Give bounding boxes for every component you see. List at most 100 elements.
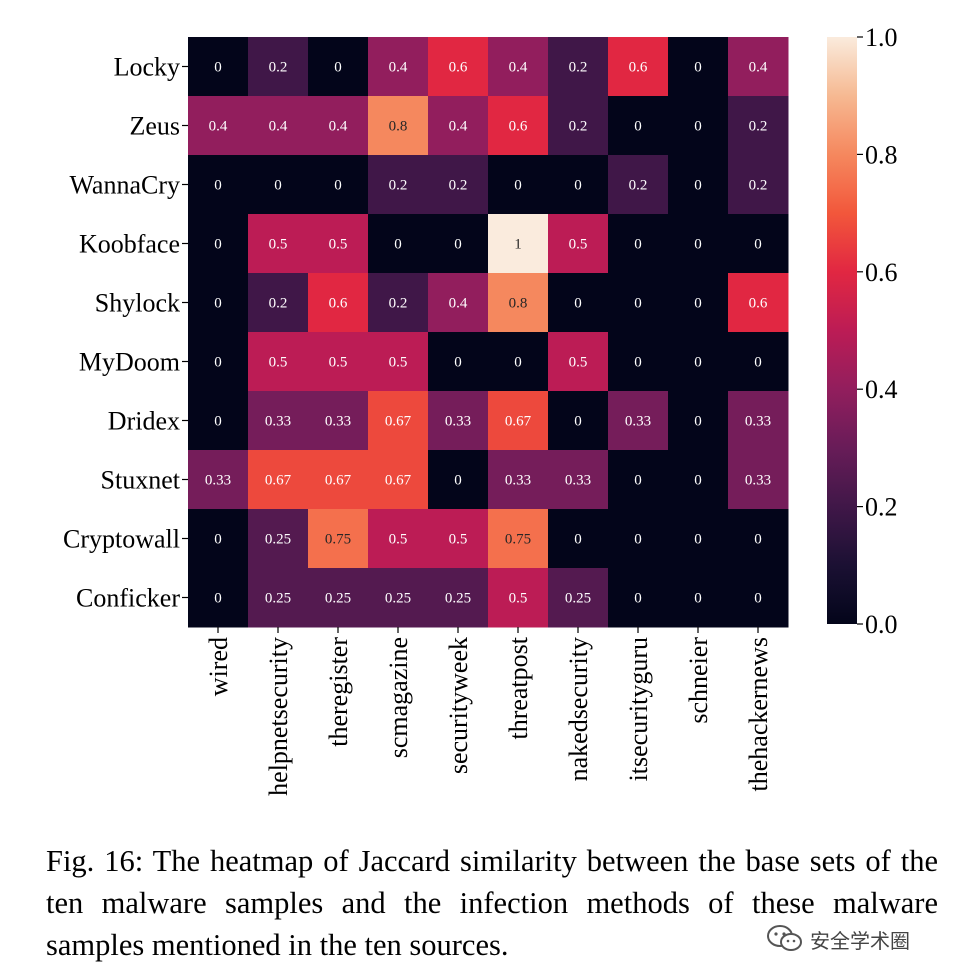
cell-value-label: 0.4 bbox=[509, 60, 528, 76]
heatmap-cell bbox=[248, 37, 309, 97]
heatmap-cell bbox=[668, 391, 729, 451]
cell-value-label: 0.33 bbox=[325, 414, 351, 430]
cell-value-label: 1 bbox=[514, 237, 522, 253]
heatmap-cell bbox=[428, 214, 489, 274]
heatmap-cells: 0 0.2 0 0.4 0.6 0.4 0.2 0.6 0 0.4 0.4 0.4 0.4 0.8 0.4 0… bbox=[188, 37, 789, 628]
heatmap-cell bbox=[368, 332, 429, 392]
heatmap-cell bbox=[548, 273, 609, 333]
heatmap-cell bbox=[188, 509, 249, 569]
cell-value-label: 0 bbox=[214, 178, 222, 194]
cell-value-label: 0 bbox=[574, 414, 582, 430]
heatmap-cell bbox=[308, 37, 369, 97]
cell-value-label: 0 bbox=[214, 296, 222, 312]
heatmap-cell bbox=[488, 37, 549, 97]
heatmap-cell bbox=[668, 273, 729, 333]
row-label: Stuxnet bbox=[101, 466, 181, 495]
row-label: Koobface bbox=[79, 230, 180, 259]
heatmap-cell bbox=[308, 391, 369, 451]
heatmap-cell bbox=[668, 509, 729, 569]
heatmap-cell bbox=[668, 332, 729, 392]
heatmap-cell bbox=[608, 273, 669, 333]
cell-value-label: 0.67 bbox=[325, 473, 352, 489]
heatmap-cell bbox=[428, 391, 489, 451]
cell-value-label: 0 bbox=[634, 591, 642, 607]
colorbar-gradient bbox=[827, 37, 857, 624]
column-label: nakedsecurity bbox=[564, 637, 593, 781]
cell-value-label: 0.67 bbox=[385, 473, 412, 489]
heatmap-cell bbox=[368, 450, 429, 510]
cell-value-label: 0.4 bbox=[389, 60, 408, 76]
heatmap-cell bbox=[488, 332, 549, 392]
heatmap-cell bbox=[608, 450, 669, 510]
cell-value-label: 0.25 bbox=[385, 591, 411, 607]
cell-value-label: 0.33 bbox=[565, 473, 591, 489]
column-label: helpnetsecurity bbox=[264, 637, 293, 796]
heatmap-cell bbox=[188, 568, 249, 628]
heatmap-cell bbox=[368, 155, 429, 215]
cell-value-label: 0.2 bbox=[569, 60, 588, 76]
cell-value-label: 0.6 bbox=[509, 119, 528, 135]
heatmap-cell bbox=[188, 155, 249, 215]
cell-value-label: 0 bbox=[694, 532, 702, 548]
colorbar: 0.0 0.2 0.4 0.6 0.8 1.0 bbox=[827, 23, 898, 639]
cell-value-label: 0.67 bbox=[265, 473, 292, 489]
cell-value-label: 0 bbox=[634, 473, 642, 489]
figure-caption: Fig. 16: The heatmap of Jaccard similari… bbox=[46, 844, 938, 962]
heatmap-cell bbox=[308, 450, 369, 510]
cell-value-label: 0.5 bbox=[569, 355, 588, 371]
cell-value-label: 0 bbox=[214, 355, 222, 371]
cell-value-label: 0.75 bbox=[325, 532, 351, 548]
heatmap-cell bbox=[248, 450, 309, 510]
cell-value-label: 0.67 bbox=[385, 414, 412, 430]
heatmap-cell bbox=[368, 96, 429, 156]
cell-value-label: 0.2 bbox=[389, 178, 408, 194]
cell-value-label: 0.67 bbox=[505, 414, 532, 430]
cell-value-label: 0 bbox=[334, 178, 342, 194]
heatmap-cell bbox=[308, 273, 369, 333]
row-label: MyDoom bbox=[79, 348, 180, 377]
row-label: Shylock bbox=[95, 289, 180, 318]
heatmap-cell bbox=[248, 273, 309, 333]
heatmap-cell bbox=[428, 273, 489, 333]
heatmap-cell bbox=[668, 155, 729, 215]
cell-value-label: 0.8 bbox=[389, 119, 408, 135]
row-labels: Locky Zeus WannaCry Koobface Shylock MyDoom Dr… bbox=[63, 53, 188, 613]
cell-value-label: 0.6 bbox=[749, 296, 768, 312]
colorbar-tick-label: 0.4 bbox=[865, 375, 898, 404]
watermark-text: 安全学术圈 bbox=[810, 928, 910, 953]
cell-value-label: 0.25 bbox=[265, 591, 291, 607]
heatmap-cell bbox=[428, 509, 489, 569]
row-label: Conficker bbox=[76, 584, 180, 613]
column-label: theregister bbox=[324, 637, 353, 747]
heatmap-cell bbox=[728, 568, 789, 628]
cell-value-label: 0.6 bbox=[449, 60, 468, 76]
cell-value-label: 0 bbox=[274, 178, 282, 194]
heatmap-cell bbox=[188, 96, 249, 156]
cell-value-label: 0 bbox=[754, 591, 762, 607]
cell-value-label: 0.2 bbox=[569, 119, 588, 135]
heatmap-cell bbox=[728, 391, 789, 451]
watermark: 安全学术圈 bbox=[762, 922, 914, 956]
heatmap-cell bbox=[428, 332, 489, 392]
heatmap-cell bbox=[428, 96, 489, 156]
heatmap-cell bbox=[608, 568, 669, 628]
cell-value-label: 0 bbox=[574, 296, 582, 312]
heatmap-cell bbox=[188, 450, 249, 510]
cell-value-label: 0 bbox=[214, 532, 222, 548]
cell-value-label: 0.4 bbox=[449, 296, 468, 312]
colorbar-tick-label: 0.6 bbox=[865, 258, 898, 287]
cell-value-label: 0 bbox=[634, 119, 642, 135]
row-label: Locky bbox=[114, 53, 180, 82]
heatmap-cell bbox=[368, 273, 429, 333]
heatmap-cell bbox=[188, 391, 249, 451]
column-label: wired bbox=[204, 637, 233, 696]
colorbar-tick-label: 0.0 bbox=[865, 610, 898, 639]
heatmap-cell bbox=[608, 391, 669, 451]
cell-value-label: 0 bbox=[454, 237, 462, 253]
cell-value-label: 0 bbox=[694, 414, 702, 430]
heatmap-cell bbox=[488, 509, 549, 569]
heatmap-cell bbox=[248, 155, 309, 215]
heatmap-cell bbox=[308, 509, 369, 569]
heatmap-cell bbox=[728, 450, 789, 510]
